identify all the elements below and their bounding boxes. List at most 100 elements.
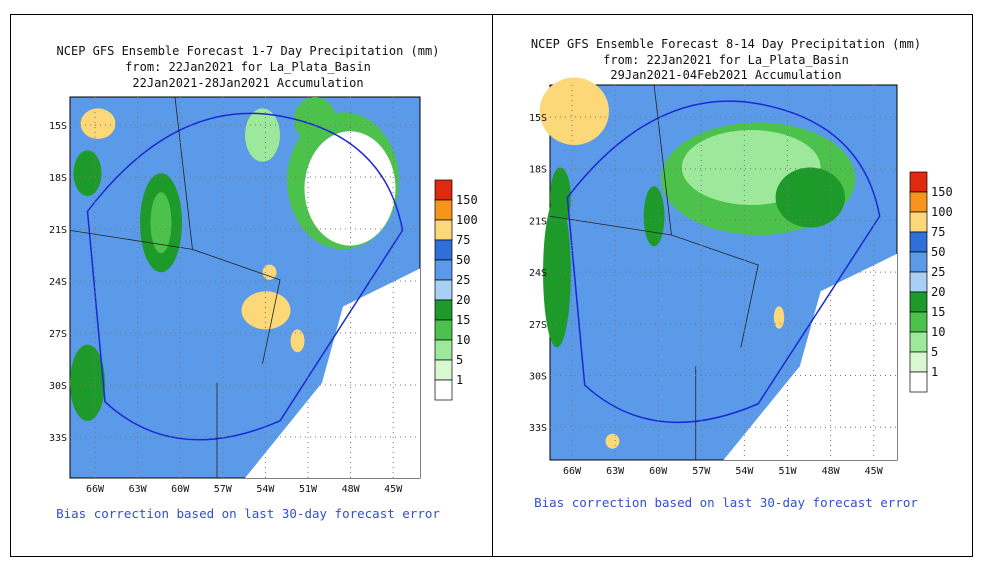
legend-label: 75: [456, 233, 470, 247]
legend-label: 150: [456, 193, 478, 207]
ocean: [723, 253, 897, 460]
legend-label: 10: [456, 333, 470, 347]
lon-label: 48W: [822, 466, 841, 477]
legend-label: 20: [931, 285, 945, 299]
lon-label: 66W: [563, 466, 582, 477]
lon-label: 51W: [299, 484, 318, 495]
borders: [69, 96, 281, 478]
precip-area: [643, 186, 665, 247]
lon-label: 57W: [214, 484, 233, 495]
borders: [549, 84, 759, 460]
legend-label: 5: [931, 345, 938, 359]
legend-swatch: [434, 379, 453, 401]
title-line: NCEP GFS Ensemble Forecast 8-14 Day Prec…: [531, 37, 921, 51]
lat-label: 21S: [49, 225, 67, 236]
lat-label: 15S: [49, 121, 67, 132]
lat-label: 21S: [529, 216, 547, 227]
legend-label: 100: [456, 213, 478, 227]
precip-area: [290, 329, 305, 353]
precip-area: [70, 344, 105, 421]
title-line: 22Jan2021-28Jan2021 Accumulation: [132, 76, 363, 90]
legend-swatch: [909, 251, 928, 273]
precip-area: [539, 77, 609, 145]
lon-label: 48W: [342, 484, 361, 495]
map-panel: 15S 18S 21S 24S 27S 30S 33S 66W 63W 60W 57W 54W 51W 4…: [49, 44, 478, 521]
legend-swatch: [909, 351, 928, 373]
map-panel: 15S 18S 21S 24S 27S 30S 33S 66W 63W 60W 57W 54W 51W 4…: [529, 37, 953, 510]
legend-swatch: [909, 311, 928, 333]
lon-label: 45W: [384, 484, 403, 495]
precip-area: [605, 433, 620, 449]
lon-label: 51W: [778, 466, 797, 477]
ocean: [245, 268, 420, 478]
legend-swatch: [434, 299, 453, 321]
lon-label: 54W: [735, 466, 754, 477]
lon-label: 60W: [649, 466, 668, 477]
legend-swatch: [434, 339, 453, 361]
precip-area: [550, 167, 571, 228]
lon-label: 54W: [256, 484, 275, 495]
legend-swatch: [909, 291, 928, 313]
lat-label: 15S: [529, 113, 547, 124]
footer-note: Bias correction based on last 30-day for…: [534, 495, 918, 510]
lat-label: 18S: [529, 165, 547, 176]
legend-swatch: [434, 279, 453, 301]
legend-swatch: [434, 319, 453, 341]
lon-label: 57W: [692, 466, 711, 477]
legend-swatch: [909, 371, 928, 393]
legend-swatch: [434, 239, 453, 261]
legend-label: 5: [456, 353, 463, 367]
title-line: from: 22Jan2021 for La_Plata_Basin: [125, 60, 371, 74]
legend-label: 15: [931, 305, 945, 319]
precip-area: [262, 264, 277, 280]
precip-area: [294, 97, 336, 143]
footer-note: Bias correction based on last 30-day for…: [56, 506, 440, 521]
precip-area: [73, 150, 102, 197]
lon-label: 66W: [86, 484, 105, 495]
title-line: NCEP GFS Ensemble Forecast 1-7 Day Preci…: [57, 44, 440, 58]
lon-label: 63W: [606, 466, 625, 477]
legend-label: 1: [456, 373, 463, 387]
basin-outline: [86, 112, 404, 441]
precip-area: [245, 108, 280, 162]
legend-swatch: [434, 199, 453, 221]
legend-swatch: [434, 359, 453, 381]
legend-swatch: [434, 219, 453, 241]
lat-label: 24S: [529, 268, 547, 279]
title-line: 29Jan2021-04Feb2021 Accumulation: [610, 68, 841, 82]
legend-swatch: [909, 211, 928, 233]
lon-label: 60W: [171, 484, 190, 495]
legend-label: 150: [931, 185, 953, 199]
legend-swatch: [434, 259, 453, 281]
lat-label: 33S: [529, 423, 547, 434]
lat-label: 30S: [529, 372, 547, 383]
legend-label: 25: [456, 273, 470, 287]
legend-label: 25: [931, 265, 945, 279]
legend-label: 1: [931, 365, 938, 379]
precip-area: [80, 108, 116, 139]
precip-area: [241, 291, 291, 330]
legend-swatch: [434, 179, 453, 201]
legend-swatch: [909, 171, 928, 193]
legend-label: 10: [931, 325, 945, 339]
right-frame: [492, 14, 973, 557]
basin-outline: [566, 100, 881, 424]
legend-label: 100: [931, 205, 953, 219]
legend-swatch: [909, 191, 928, 213]
lat-label: 27S: [529, 320, 547, 331]
lon-label: 63W: [129, 484, 148, 495]
legend-swatch: [909, 231, 928, 253]
legend-label: 20: [456, 293, 470, 307]
lat-label: 18S: [49, 173, 67, 184]
legend-label: 75: [931, 225, 945, 239]
lon-label: 45W: [865, 466, 884, 477]
title-line: from: 22Jan2021 for La_Plata_Basin: [603, 53, 849, 67]
legend-label: 15: [456, 313, 470, 327]
precip-area: [150, 192, 172, 254]
precip-area: [543, 197, 571, 348]
legend-label: 50: [456, 253, 470, 267]
lat-label: 33S: [49, 433, 67, 444]
precip-area: [775, 167, 845, 228]
